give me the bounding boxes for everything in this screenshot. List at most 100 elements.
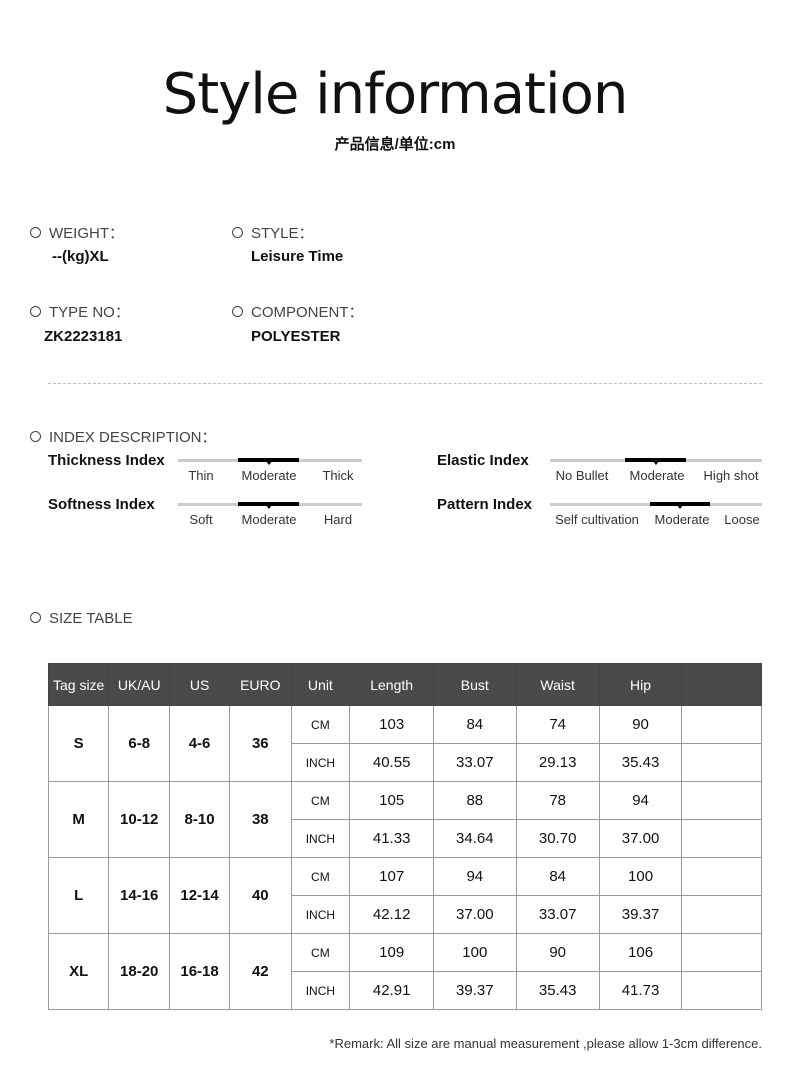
cm-cell: 94 (433, 857, 517, 896)
cm-cell: CM (290, 857, 351, 896)
inch-cell: INCH (290, 895, 351, 934)
index-option: Moderate (241, 512, 297, 527)
empty-cell (681, 781, 762, 820)
empty-cell (681, 971, 762, 1010)
cm-cell: CM (290, 705, 351, 744)
index-option: Soft (189, 512, 213, 527)
index-option: Hard (323, 512, 353, 527)
page-subtitle: 产品信息/单位:cm (334, 136, 456, 153)
inch-cell: INCH (290, 971, 351, 1010)
table-row: M 10-12 8-10 38 CM 105 88 78 94 (47, 781, 762, 858)
inch-cell: 42.91 (349, 971, 435, 1010)
index-selected-marker (625, 458, 686, 465)
size-us: 16-18 (169, 933, 231, 1010)
size-table-label: SIZE TABLE (30, 610, 133, 627)
column-header (681, 663, 762, 706)
empty-cell (681, 895, 762, 934)
table-row: XL 18-20 16-18 42 CM 109 100 90 106 (47, 933, 762, 1010)
size-euro: 42 (229, 933, 292, 1010)
inch-cell: 40.55 (349, 743, 435, 782)
index-option: Moderate (629, 468, 685, 483)
table-row: INCH 42.12 37.00 33.07 39.37 (49, 895, 762, 934)
inch-cell: 35.43 (515, 971, 600, 1010)
cm-cell: 105 (349, 781, 435, 820)
index-option: High shot (703, 468, 759, 483)
inch-cell: 41.73 (598, 971, 683, 1010)
inch-cell: INCH (290, 743, 351, 782)
column-header: US (169, 663, 231, 706)
cm-cell: 84 (433, 705, 517, 744)
index-option: Moderate (654, 512, 710, 527)
size-tag: S (47, 705, 110, 782)
empty-cell (681, 705, 762, 744)
empty-cell (681, 933, 762, 972)
divider (48, 383, 762, 384)
index-option: Thin (188, 468, 214, 483)
cm-cell: CM (290, 781, 351, 820)
remark: *Remark: All size are manual measurement… (329, 1036, 762, 1051)
size-uk: 10-12 (108, 781, 171, 858)
style-label: STYLE： (232, 222, 314, 243)
inch-cell: 33.07 (515, 895, 600, 934)
column-header: EURO (229, 663, 292, 706)
index-scale-bar (178, 458, 362, 465)
page-title: Style information (162, 62, 629, 127)
inch-cell: 33.07 (433, 743, 517, 782)
size-uk: 6-8 (108, 705, 171, 782)
cm-cell: CM (290, 933, 351, 972)
weight-label: WEIGHT： (30, 222, 124, 243)
index-selected-marker (650, 502, 710, 509)
inch-cell: 35.43 (598, 743, 683, 782)
inch-cell: 30.70 (515, 819, 600, 858)
cm-cell: 90 (598, 705, 683, 744)
size-euro: 38 (229, 781, 292, 858)
component-value: POLYESTER (251, 328, 341, 345)
column-header: Waist (515, 663, 600, 706)
inch-cell: 39.37 (598, 895, 683, 934)
index-name: Softness Index (48, 496, 155, 513)
index-scale-bar (550, 458, 762, 465)
size-us: 8-10 (169, 781, 231, 858)
empty-cell (681, 743, 762, 782)
cm-cell: 107 (349, 857, 435, 896)
index-scale-bar (178, 502, 362, 509)
size-uk: 18-20 (108, 933, 171, 1010)
table-header-row: Tag size UK/AU US EURO Unit Length Bust Waist Hi… (47, 663, 762, 706)
index-selected-marker (238, 458, 299, 465)
inch-cell: 42.12 (349, 895, 435, 934)
cm-cell: 88 (433, 781, 517, 820)
index-name: Elastic Index (437, 452, 529, 469)
empty-cell (681, 857, 762, 896)
cm-cell: 94 (598, 781, 683, 820)
table-row: L 14-16 12-14 40 CM 107 94 84 100 (47, 857, 762, 934)
inch-cell: 34.64 (433, 819, 517, 858)
index-name: Thickness Index (48, 452, 165, 469)
size-tag: XL (47, 933, 110, 1010)
type-label: TYPE NO： (30, 301, 130, 322)
inch-cell: 37.00 (433, 895, 517, 934)
column-header: Length (349, 663, 435, 706)
table-row: S 6-8 4-6 36 CM 103 84 74 90 (47, 705, 762, 782)
cm-cell: 74 (515, 705, 600, 744)
table-row: INCH 42.91 39.37 35.43 41.73 (49, 971, 762, 1010)
inch-cell: 41.33 (349, 819, 435, 858)
size-tag: L (47, 857, 110, 934)
cm-cell: 109 (349, 933, 435, 972)
component-label: COMPONENT： (232, 301, 364, 322)
cm-cell: 100 (598, 857, 683, 896)
column-header: Unit (290, 663, 351, 706)
size-table: Tag size UK/AU US EURO Unit Length Bust Waist Hi… (47, 663, 762, 1010)
column-header: Tag size (47, 663, 110, 706)
size-euro: 40 (229, 857, 292, 934)
cm-cell: 78 (515, 781, 600, 820)
index-option: Thick (322, 468, 354, 483)
inch-cell: 39.37 (433, 971, 517, 1010)
index-option: No Bullet (555, 468, 609, 483)
cm-cell: 100 (433, 933, 517, 972)
index-option: Self cultivation (555, 512, 639, 527)
inch-cell: 29.13 (515, 743, 600, 782)
index-option: Loose (724, 512, 760, 527)
column-header: Hip (598, 663, 683, 706)
size-euro: 36 (229, 705, 292, 782)
size-tag: M (47, 781, 110, 858)
